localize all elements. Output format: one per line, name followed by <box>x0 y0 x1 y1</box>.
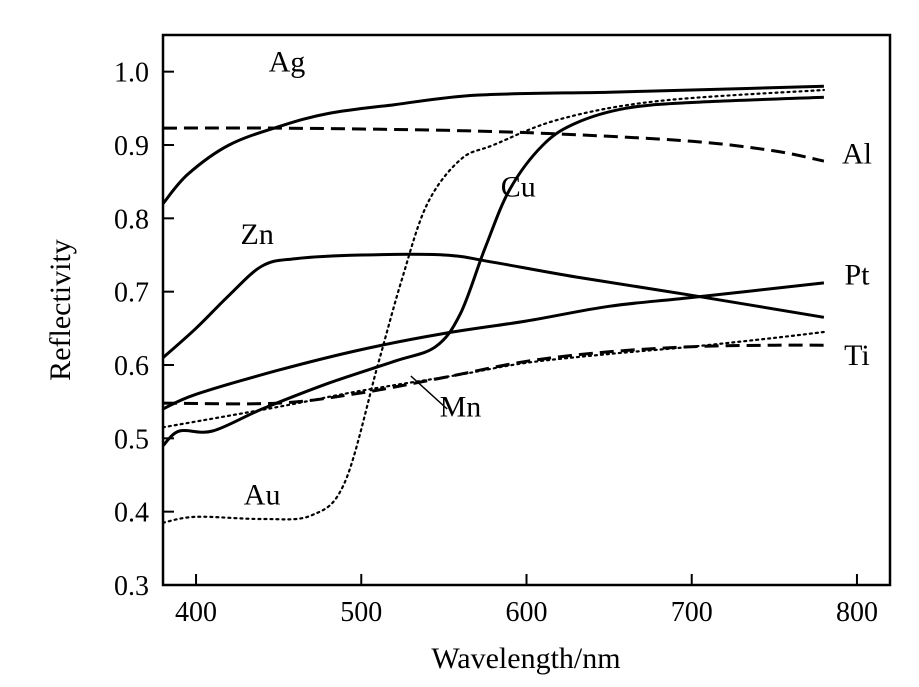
x-tick-label: 700 <box>671 597 713 628</box>
y-tick-label: 0.5 <box>114 424 149 455</box>
series-label-al: Al <box>842 137 872 170</box>
series-line-pt <box>162 281 825 411</box>
series-line-au <box>161 88 825 524</box>
series-label-au: Au <box>244 478 281 511</box>
series-line-ti <box>162 343 824 406</box>
y-tick-label: 0.7 <box>114 278 149 309</box>
x-tick-label: 400 <box>175 597 217 628</box>
y-tick-label: 0.8 <box>114 204 149 235</box>
series-label-mn: Mn <box>440 390 482 423</box>
series-labels: Ag Al Cu Au Zn Pt Ti Mn <box>241 46 872 512</box>
series-line-cu <box>161 95 824 447</box>
y-tick-label: 1.0 <box>114 58 149 89</box>
series-line-al <box>162 126 825 163</box>
series-label-pt: Pt <box>844 258 870 291</box>
series-line-zn <box>162 252 825 359</box>
series-line-mn <box>161 330 825 429</box>
annotations <box>410 375 448 410</box>
y-tick-label: 0.6 <box>114 351 149 382</box>
y-axis-label: Reflectivity <box>44 239 77 381</box>
y-tick-label: 0.4 <box>114 498 149 529</box>
x-tick-label: 500 <box>340 597 382 628</box>
y-tick-label: 0.3 <box>114 571 149 602</box>
x-tick-label: 600 <box>506 597 548 628</box>
series-label-zn: Zn <box>241 218 274 251</box>
leader-line-mn <box>410 375 448 410</box>
y-tick-label: 0.9 <box>114 131 149 162</box>
series-line-ag <box>161 84 824 205</box>
x-tick-label: 800 <box>836 597 878 628</box>
x-axis-label: Wavelength/nm <box>431 642 620 675</box>
series-lines <box>161 84 825 524</box>
x-axis-ticks: 400 500 600 700 800 <box>175 574 878 628</box>
series-label-ag: Ag <box>269 46 306 79</box>
series-label-ti: Ti <box>844 339 870 372</box>
y-axis-ticks: 0.3 0.4 0.5 0.6 0.7 0.8 0.9 1.0 <box>114 58 174 602</box>
series-label-cu: Cu <box>501 170 536 203</box>
